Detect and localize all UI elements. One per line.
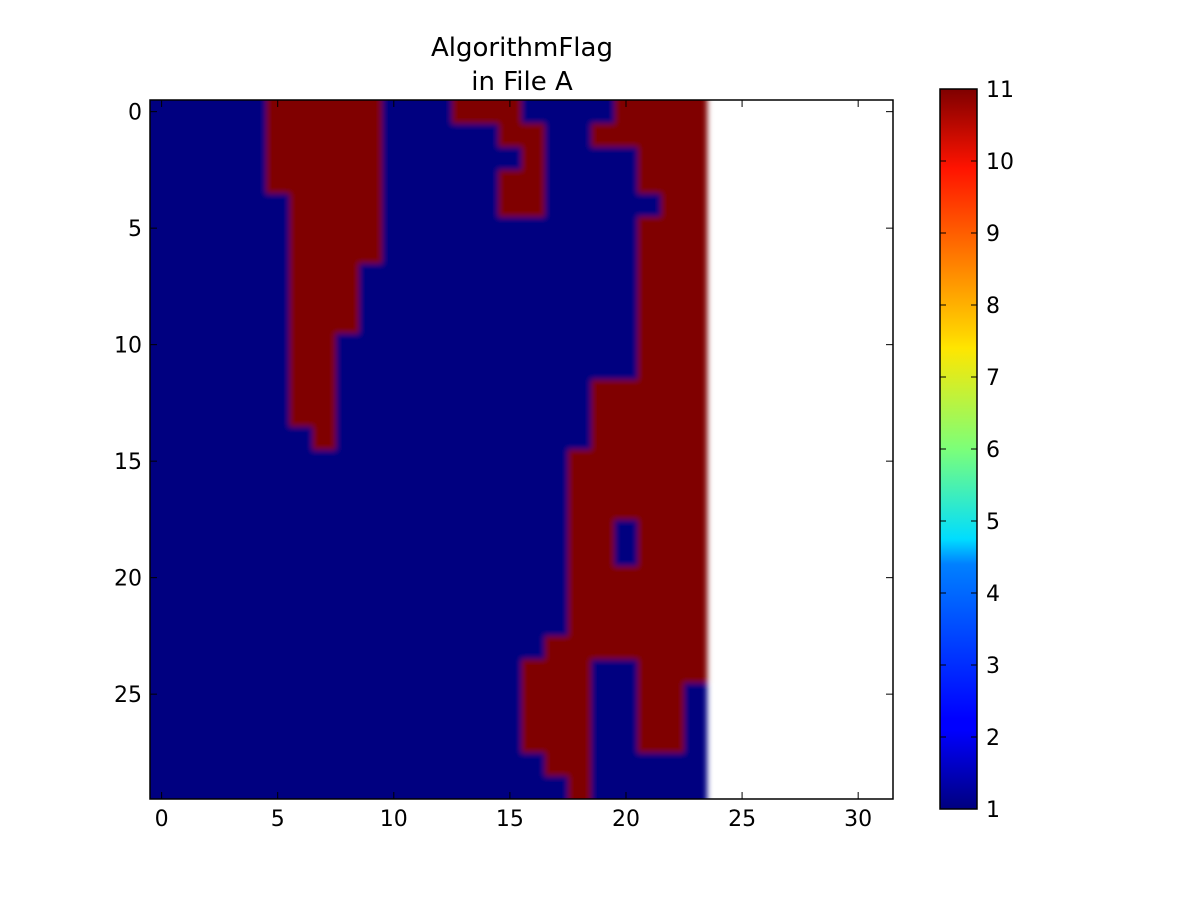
heatmap-high-cell	[637, 729, 685, 753]
heatmap-high-cell	[498, 193, 545, 217]
heatmap-high-cell	[266, 100, 383, 124]
plot-frame	[149, 99, 894, 800]
heatmap-high-cell	[289, 286, 359, 311]
y-tick-label: 20	[114, 567, 142, 592]
heatmap-high-cell	[521, 705, 592, 730]
heatmap-high-cell	[544, 752, 592, 777]
heatmap-high-cell	[289, 216, 383, 241]
heatmap-high-cell	[567, 496, 708, 520]
heatmap-high-cell	[637, 682, 685, 707]
x-tick-label: 5	[271, 807, 285, 832]
heatmap-high-cell	[289, 379, 336, 404]
chart-title-line1: AlgorithmFlag	[431, 33, 613, 63]
heatmap-high-cell	[289, 356, 336, 381]
heatmap-high-cell	[312, 426, 336, 450]
heatmap-high-cell	[637, 263, 708, 287]
colorbar-tick-label: 9	[986, 222, 1000, 247]
heatmap-high-cell	[567, 472, 708, 497]
heatmap-high-cell	[521, 146, 545, 171]
heatmap-high-cell	[498, 123, 545, 148]
heatmap-high-cell	[266, 146, 383, 171]
heatmap-high-cell	[660, 193, 708, 217]
heatmap-high-cell	[637, 356, 708, 381]
colorbar-gradient	[940, 89, 977, 809]
heatmap-high-cell	[289, 309, 359, 334]
heatmap-high-cell	[614, 100, 708, 124]
heatmap-high-cell	[591, 379, 708, 404]
x-tick-label: 20	[612, 807, 640, 832]
colorbar-tick-label: 3	[986, 654, 1000, 679]
heatmap-high-cell	[289, 193, 383, 217]
heatmap-high-cell	[266, 169, 383, 194]
y-tick-label: 25	[114, 683, 142, 708]
heatmap-high-cell	[521, 682, 592, 707]
heatmap-high-cell	[637, 309, 708, 334]
colorbar-tick-label: 6	[986, 438, 1000, 463]
heatmap-high-cell	[637, 659, 708, 683]
heatmap-cells	[150, 100, 708, 799]
heatmap-high-cell	[637, 216, 708, 241]
heatmap-high-cell	[567, 542, 615, 567]
heatmap-high-cell	[637, 705, 685, 730]
x-tick-label: 10	[380, 807, 408, 832]
heatmap-high-cell	[637, 542, 708, 567]
heatmap-high-cell	[289, 402, 336, 427]
colorbar-tick-label: 7	[986, 366, 1000, 391]
y-axis: 0 5 10 15 20 25	[114, 101, 893, 708]
colorbar-ticks: 1 2 3 4 5 6 7 8 9 10 11	[940, 78, 1014, 823]
colorbar-tick-label: 5	[986, 510, 1000, 535]
heatmap-high-cell	[521, 729, 592, 753]
heatmap-high-cell	[637, 169, 708, 194]
heatmap-high-cell	[451, 100, 522, 124]
heatmap-high-cell	[289, 263, 359, 287]
y-tick-label: 0	[128, 101, 142, 126]
heatmap-high-cell	[266, 123, 383, 148]
colorbar-tick-label: 1	[986, 798, 1000, 823]
colorbar-tick-label: 10	[986, 150, 1014, 175]
heatmap-high-cell	[567, 612, 708, 637]
heatmap-high-cell	[544, 635, 708, 660]
heatmap-high-cell	[591, 402, 708, 427]
colorbar-tick-label: 2	[986, 726, 1000, 751]
x-tick-label: 0	[155, 807, 169, 832]
colorbar: 1 2 3 4 5 6 7 8 9 10 11	[939, 78, 1014, 823]
x-axis: 0 5 10 15 20 25 30	[155, 100, 872, 832]
heatmap-high-cell	[637, 239, 708, 264]
y-tick-label: 5	[128, 217, 142, 242]
colorbar-tick-label: 11	[986, 78, 1014, 103]
x-tick-label: 15	[496, 807, 524, 832]
y-tick-label: 10	[114, 334, 142, 359]
heatmap-high-cell	[521, 659, 592, 683]
heatmap-high-cell	[498, 169, 545, 194]
heatmap-high-cell	[591, 123, 708, 148]
heatmap-cell-group	[150, 100, 708, 799]
heatmap-high-cell	[567, 566, 708, 590]
y-tick-label: 15	[114, 450, 142, 475]
x-tick-label: 30	[844, 807, 872, 832]
colorbar-tick-label: 8	[986, 294, 1000, 319]
heatmap-high-cell	[637, 286, 708, 311]
heatmap-high-cell	[567, 775, 592, 799]
heatmap-high-cell	[289, 239, 383, 264]
x-tick-label: 25	[728, 807, 756, 832]
heatmap-high-cell	[567, 519, 615, 544]
heatmap-high-cell	[289, 333, 336, 357]
heatmap-high-cell	[567, 589, 708, 614]
colorbar-tick-label: 4	[986, 582, 1000, 607]
chart-title-line2: in File A	[471, 67, 573, 97]
heatmap-high-cell	[637, 519, 708, 544]
heatmap-high-cell	[637, 333, 708, 357]
plot-area: 0 5 10 15 20 25 30 0 5 10 15 20 25	[114, 99, 894, 832]
heatmap-high-cell	[637, 146, 708, 171]
heatmap-high-cell	[591, 426, 708, 450]
heatmap-high-cell	[567, 449, 708, 474]
